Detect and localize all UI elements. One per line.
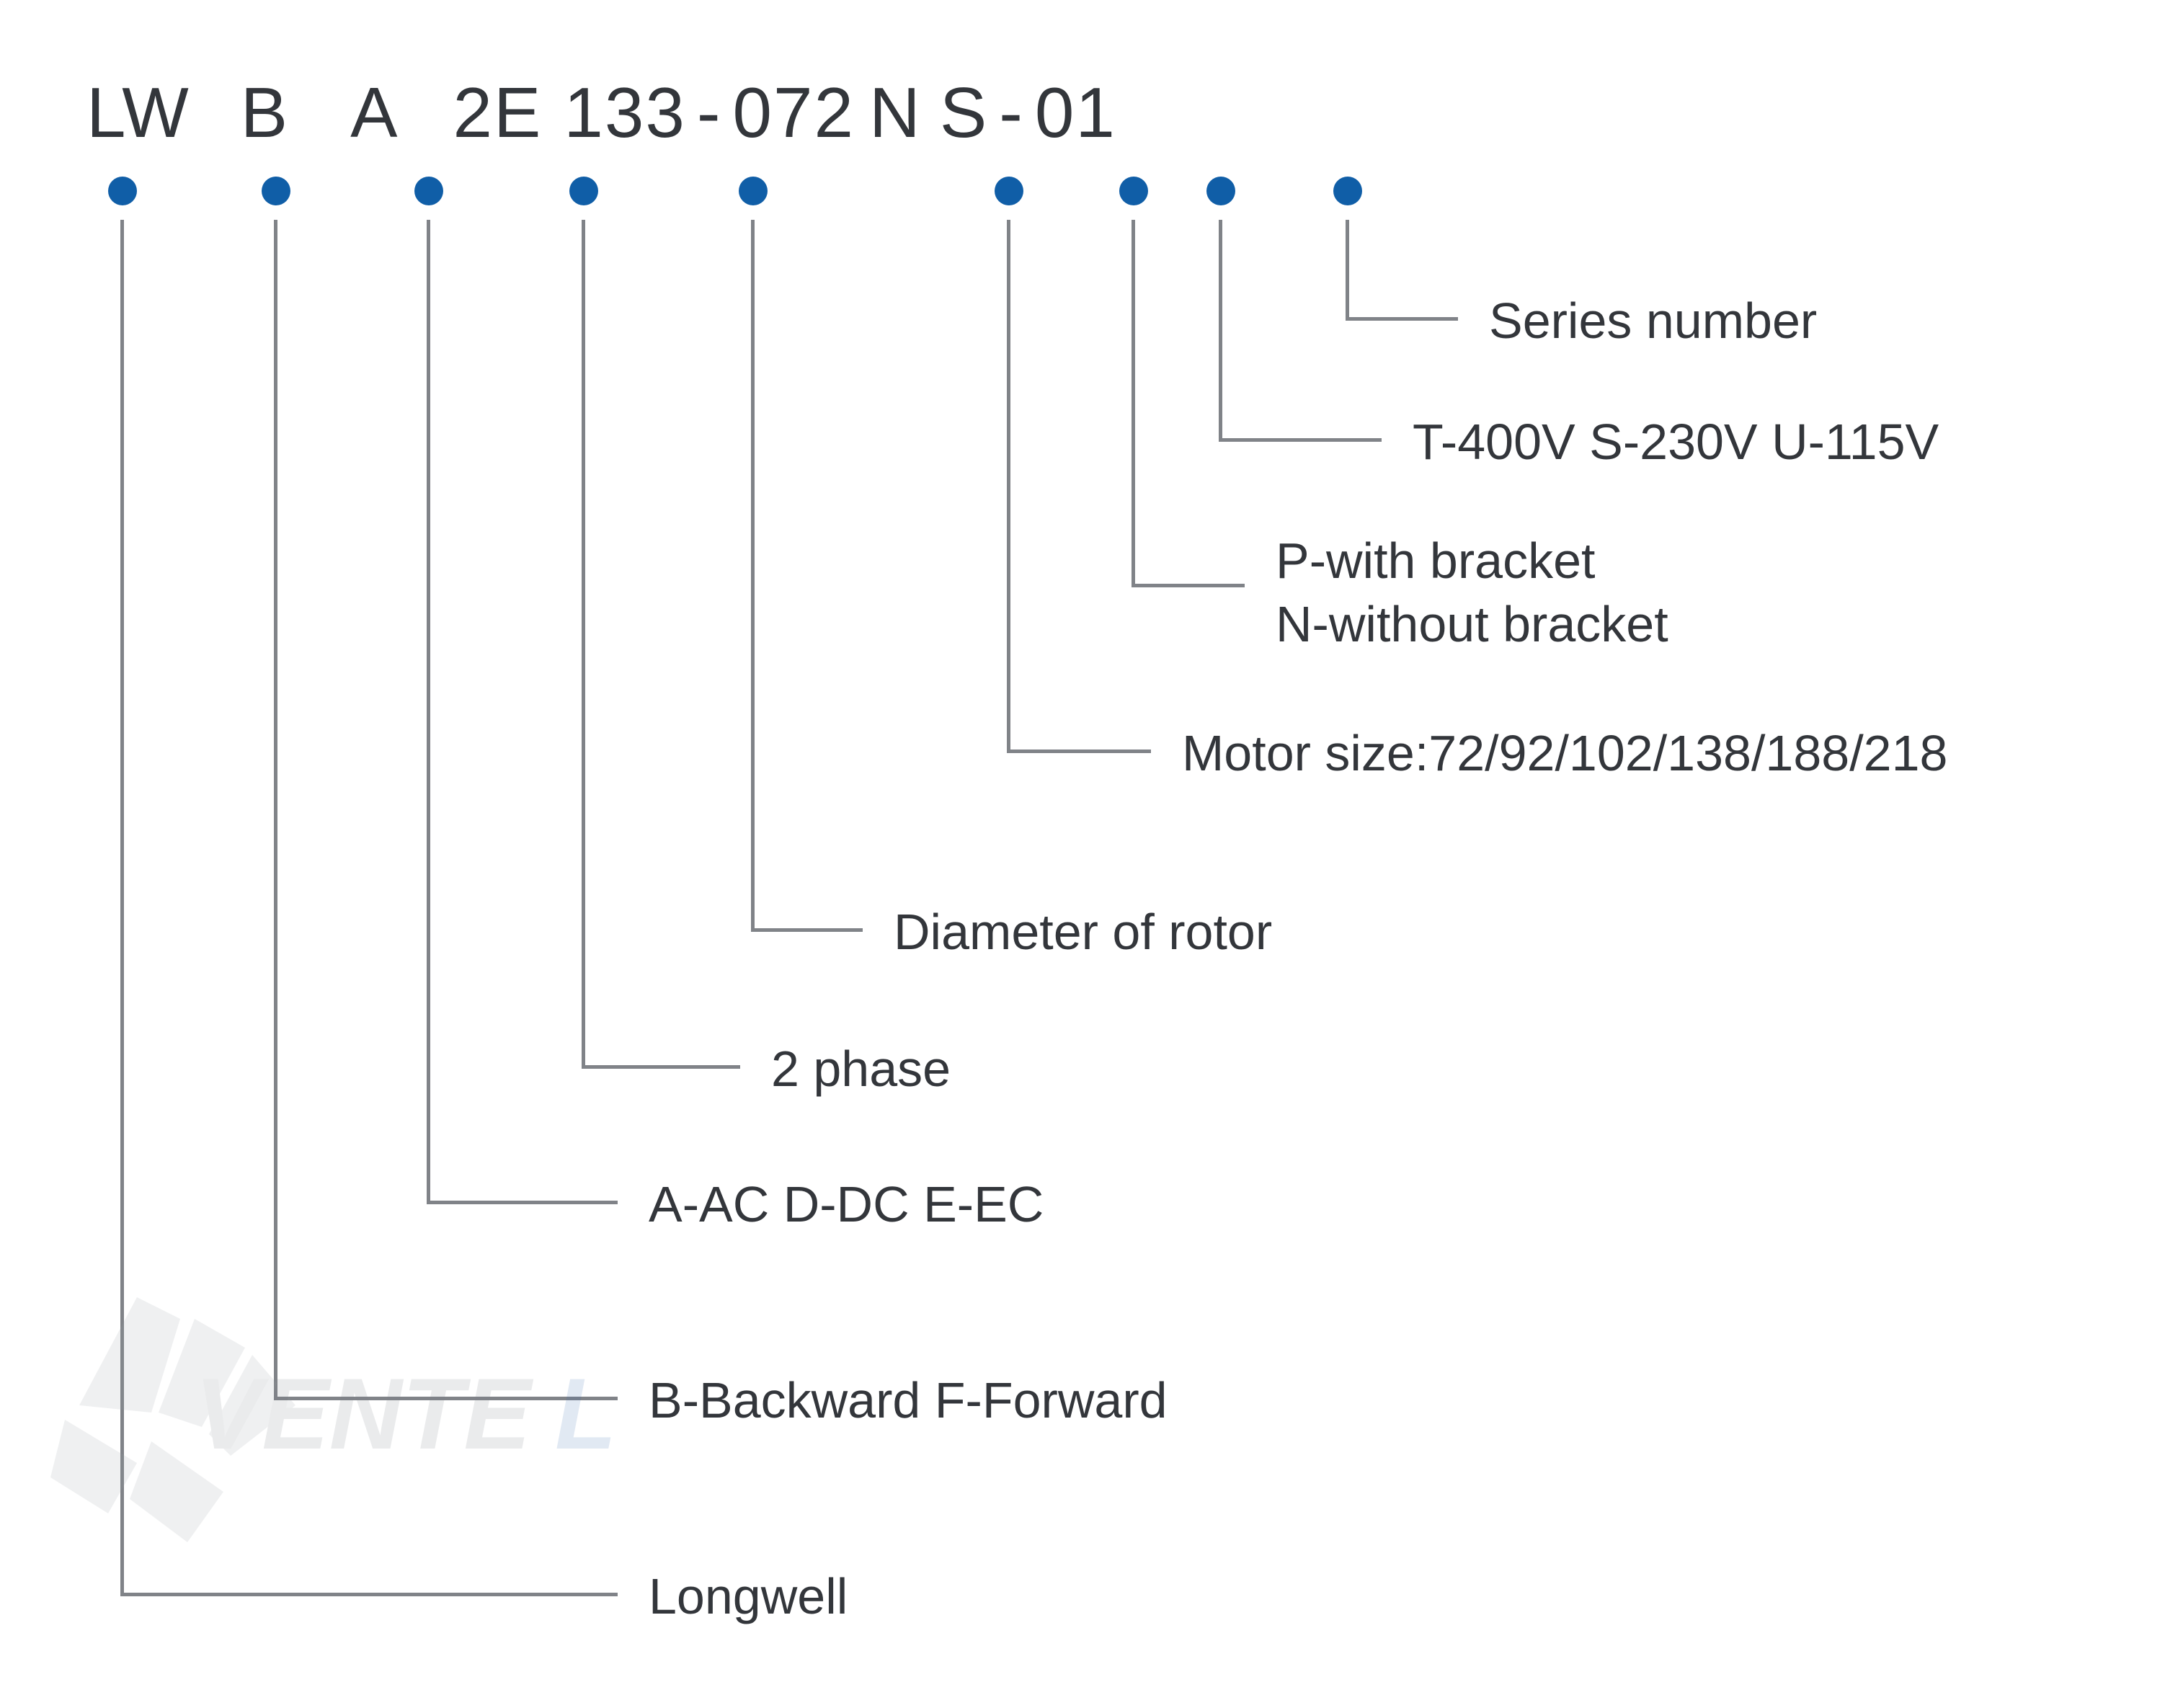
dot-2 [262,177,290,205]
dot-4 [569,177,598,205]
dot-9 [1333,177,1362,205]
connector-v-7 [1132,220,1135,587]
dot-5 [739,177,768,205]
connector-h-4 [582,1065,740,1069]
connector-h-9 [1346,317,1458,321]
connector-v-1 [120,220,124,1596]
dot-8 [1206,177,1235,205]
code-dash2: - [999,72,1024,154]
connector-h-3 [427,1201,618,1204]
code-seg-n: N [869,72,922,154]
desc-voltage: T-400V S-230V U-115V [1413,413,1939,471]
dot-7 [1119,177,1148,205]
desc-direction: B-Backward F-Forward [649,1371,1168,1429]
connector-h-7 [1132,584,1245,587]
dot-6 [995,177,1023,205]
desc-bracket-line2: N-without bracket [1276,593,1668,657]
code-seg-b: B [241,72,289,154]
code-seg-133: 133 [564,72,686,154]
desc-diameter: Diameter of rotor [894,903,1272,961]
code-seg-2e: 2E [453,72,542,154]
diagram-container: LW B A 2E 133 - 072 N S - 01 [0,0,2165,1708]
connector-v-2 [274,220,277,1400]
desc-series-number: Series number [1489,292,1817,350]
connector-h-8 [1219,438,1382,442]
code-seg-01: 01 [1035,72,1116,154]
watermark-logo: VENTE L [7,1225,656,1589]
connector-v-9 [1346,220,1349,321]
connector-h-2 [274,1397,618,1400]
code-seg-lw: LW [86,72,190,154]
code-seg-a: A [350,72,399,154]
desc-phase: 2 phase [771,1040,951,1098]
dot-3 [414,177,443,205]
dot-1 [108,177,137,205]
connector-v-8 [1219,220,1222,442]
part-code-header: LW B A 2E 133 - 072 N S - 01 [86,72,1116,154]
connector-v-3 [427,220,430,1204]
connector-h-6 [1007,750,1151,753]
connector-v-6 [1007,220,1010,753]
svg-text:VENTE: VENTE [195,1357,533,1470]
svg-text:L: L [555,1357,617,1470]
desc-bracket-line1: P-with bracket [1276,530,1668,593]
connector-h-5 [751,928,863,932]
code-seg-072: 072 [733,72,855,154]
connector-h-1 [120,1593,618,1596]
desc-current-type: A-AC D-DC E-EC [649,1175,1044,1233]
desc-motor-size: Motor size:72/92/102/138/188/218 [1182,724,1947,782]
desc-longwell: Longwell [649,1567,848,1625]
desc-bracket: P-with bracket N-without bracket [1276,530,1668,656]
code-seg-s: S [940,72,988,154]
code-dash1: - [697,72,722,154]
connector-v-5 [751,220,755,932]
connector-v-4 [582,220,585,1069]
